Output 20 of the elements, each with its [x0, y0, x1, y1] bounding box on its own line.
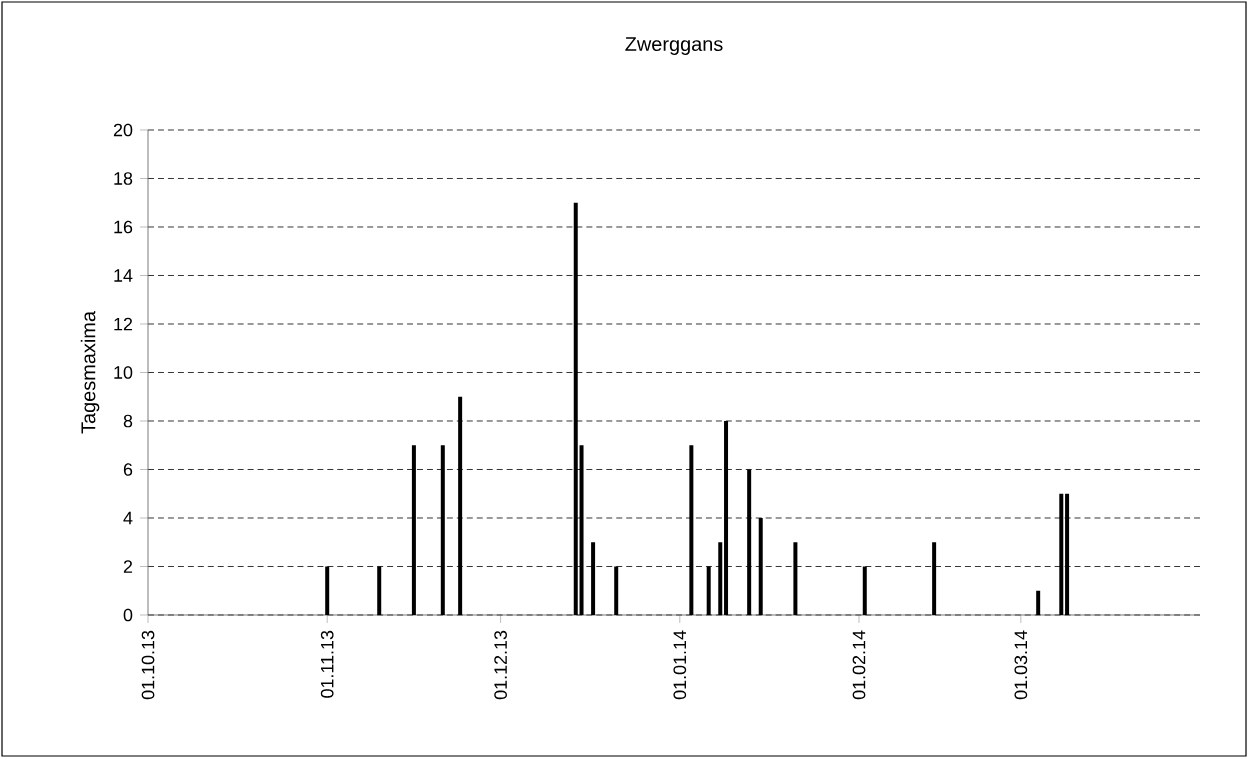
y-tick-label: 18 [114, 172, 133, 185]
y-tick-label: 6 [123, 463, 133, 476]
y-tick-label: 10 [114, 366, 133, 379]
y-tick-label: 8 [123, 414, 133, 428]
x-tick-label: 01.02.14 [852, 630, 866, 700]
x-tick-label: 01.01.14 [673, 630, 687, 700]
y-tick-label: 20 [113, 123, 133, 137]
y-tick-label: 12 [114, 317, 133, 331]
y-tick-label: 0 [123, 608, 133, 622]
y-tick-label: 14 [114, 269, 133, 282]
x-tick-label: 01.10.13 [141, 630, 155, 700]
y-tick-label: 2 [123, 560, 133, 573]
x-tick-label: 01.12.13 [494, 630, 507, 700]
chart-title: Zwerggans [625, 37, 723, 55]
y-axis-title: Tagesmaxima [80, 311, 100, 434]
bar [1036, 590, 1041, 615]
y-tick-label: 4 [123, 511, 133, 525]
x-tick-label: 01.11.13 [320, 630, 334, 698]
y-tick-label: 16 [114, 220, 133, 234]
x-tick-label: 01.03.14 [1014, 630, 1028, 700]
